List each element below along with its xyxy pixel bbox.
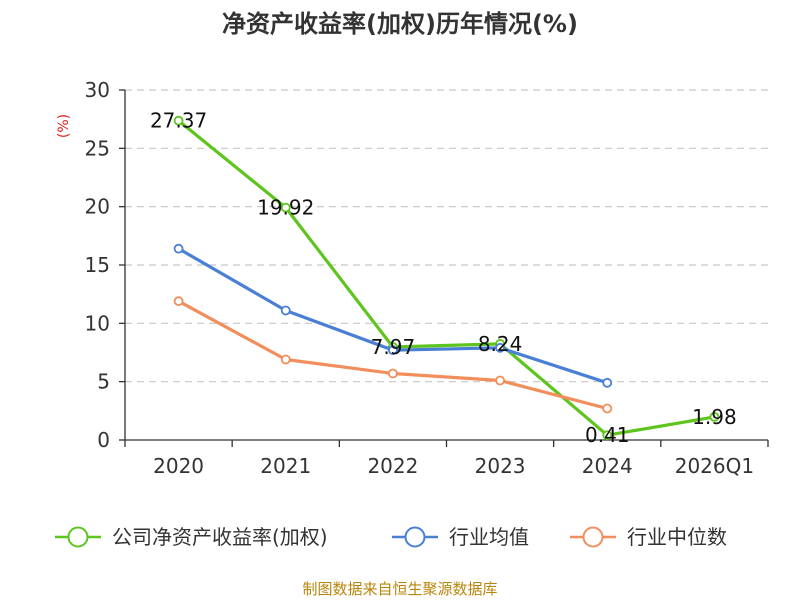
x-tick-label: 2022 [367, 454, 418, 478]
data-label: 0.41 [585, 423, 630, 447]
x-tick-label: 2023 [475, 454, 526, 478]
y-tick-label: 10 [85, 311, 110, 335]
legend-swatch-marker [582, 526, 604, 548]
y-tick-label: 5 [97, 370, 110, 394]
data-point [280, 202, 291, 213]
y-tick-labels: 0 5 10 15 20 25 30 [85, 78, 110, 452]
data-point [602, 430, 613, 441]
data-point [495, 375, 505, 386]
chart-title: 净资产收益率(加权)历年情况(%) [222, 10, 578, 38]
data-point [709, 411, 720, 422]
y-tick-label: 0 [97, 428, 110, 452]
x-tick-labels: 2020 2021 2022 2023 2024 2026Q1 [153, 454, 754, 478]
data-label: 7.97 [371, 335, 416, 359]
data-point [280, 354, 291, 365]
data-point [602, 403, 613, 414]
data-point [388, 345, 398, 356]
axes [119, 89, 769, 447]
x-tick-label: 2021 [260, 454, 311, 478]
data-label: 19.92 [257, 196, 314, 220]
data-label: 1.98 [692, 405, 737, 429]
data-point [173, 296, 184, 307]
data-point [280, 305, 291, 316]
data-point [173, 243, 184, 254]
legend-swatch-marker [404, 526, 426, 548]
legend: 公司净资产收益率(加权) 行业均值 行业中位数 [55, 525, 727, 549]
data-point [495, 342, 505, 353]
legend-swatch-marker [67, 526, 89, 548]
grid-lines [125, 89, 768, 383]
legend-label: 公司净资产收益率(加权) [112, 525, 328, 549]
data-point [602, 377, 613, 388]
y-tick-label: 25 [85, 136, 110, 160]
y-axis-unit: (%) [56, 114, 72, 138]
series-line [177, 247, 608, 385]
series-group [173, 115, 720, 441]
y-tick-label: 20 [85, 195, 110, 219]
data-label: 8.24 [478, 332, 523, 356]
data-label: 27.37 [150, 109, 207, 133]
data-point [173, 115, 184, 126]
x-tick-label: 2020 [153, 454, 204, 478]
data-point [388, 368, 398, 379]
series-line [177, 119, 715, 437]
y-tick-label: 30 [85, 78, 110, 102]
y-tick-label: 15 [85, 253, 110, 277]
x-tick-label: 2026Q1 [675, 454, 754, 478]
source-note: 制图数据来自恒生聚源数据库 [302, 580, 497, 598]
data-labels: 27.37 19.92 7.97 8.24 0.41 1.98 [150, 109, 737, 448]
legend-label: 行业中位数 [627, 525, 727, 549]
legend-label: 行业均值 [449, 525, 529, 549]
x-tick-label: 2024 [582, 454, 633, 478]
